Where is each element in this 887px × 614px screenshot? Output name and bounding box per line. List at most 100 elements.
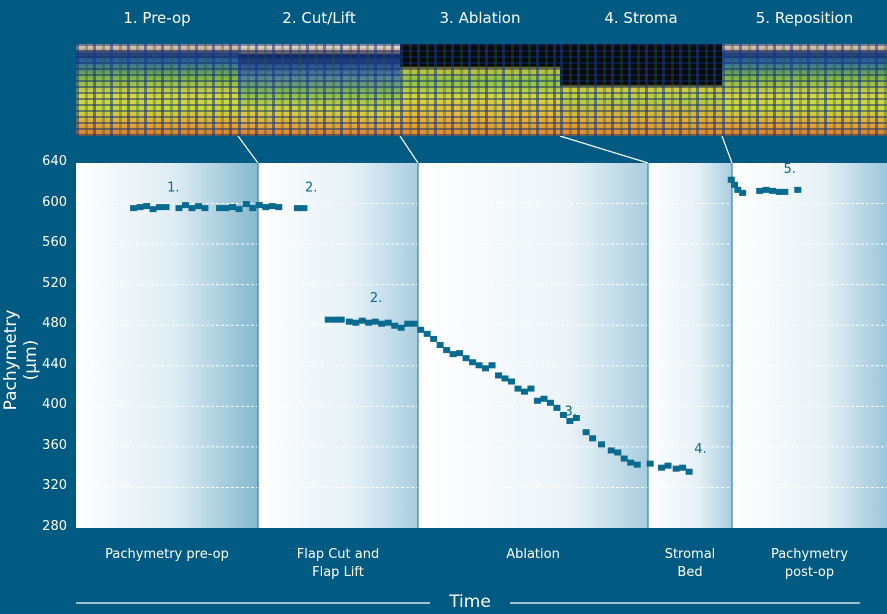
plot-panels [76,163,887,528]
y-tick-label: 480 [42,316,67,332]
oct-thumbnail-5 [722,44,887,136]
thumbnail-connector [721,135,733,164]
data-point [731,181,739,188]
point-annotation: 2. [305,180,317,195]
data-point [449,351,457,358]
data-point [194,203,202,210]
data-point [794,186,802,193]
data-point [397,324,405,331]
oct-thumbnail-3 [400,44,560,136]
stage-panel-1 [76,163,258,528]
data-points [130,176,802,475]
y-tick-label: 640 [42,154,67,169]
data-point [739,189,747,196]
data-point [222,205,230,212]
y-tick-label: 520 [42,275,67,291]
y-tick-label: 360 [42,437,67,453]
data-point [572,415,580,421]
data-point [181,202,189,209]
data-point [501,375,509,382]
data-point [430,335,438,342]
data-point [633,461,641,468]
data-point [331,316,339,323]
y-axis-label: Pachymetry (µm) [1,309,41,411]
data-point [679,464,687,471]
data-point [553,404,561,411]
data-point [672,465,680,472]
data-point [508,378,516,385]
data-point [614,449,622,456]
y-tick-label: 440 [42,356,67,372]
data-point [255,202,263,209]
stage-panel-2 [258,163,418,528]
data-point [627,459,635,466]
data-point [268,203,276,210]
x-axis-label: Time [430,592,510,612]
data-point [358,317,366,324]
data-point [566,418,574,425]
point-annotation: 2. [370,291,382,306]
data-point [781,188,789,195]
data-point [482,365,490,372]
data-point [188,205,196,212]
data-point [520,388,528,395]
data-point [456,350,464,357]
stage-footer-2: Flap Cut and Flap Lift [258,546,418,582]
data-point [582,429,590,436]
thumbnail-connectors [237,135,733,164]
stage-header-5: 5. Reposition [755,9,854,27]
data-point [514,385,522,392]
y-tick-label: 320 [42,478,67,494]
data-point [462,355,470,362]
data-point [756,187,764,194]
data-point [598,441,606,448]
point-annotation: 4. [694,442,706,457]
thumbnail-connector [559,135,649,164]
data-point [495,372,503,379]
data-point [365,319,373,326]
data-point [149,206,157,213]
point-annotation: 3. [565,404,577,419]
data-point [410,320,418,327]
data-point [391,322,399,329]
stage-footer-4: Stromal Bed [648,546,732,582]
data-point [162,204,170,211]
thumbnail-connector [237,135,259,164]
point-annotations: 1. 2. 2. 3. 4. 5. [167,162,796,457]
data-point [589,435,597,442]
data-point [658,464,666,471]
data-point [201,205,209,212]
data-point [371,318,379,325]
data-point [345,318,353,325]
y-tick-label: 280 [42,519,67,534]
stage-footer-5: Pachymetry post-op [732,546,887,582]
data-point [685,468,693,475]
stage-panel-5 [732,163,887,528]
data-point [378,320,386,327]
data-point [235,206,243,213]
data-point [417,326,425,333]
stage-footer-1: Pachymetry pre-op [76,546,258,564]
data-point [175,205,183,212]
stage-header-2: 2. Cut/Lift [282,9,356,27]
y-tick-label: 600 [42,194,67,210]
stage-header-3: 3. Ablation [439,9,521,27]
stage-footer-line: Bed [677,565,703,580]
data-point [475,362,483,369]
stage-footer-line: Stromal [664,547,716,562]
stage-dividers [257,163,733,528]
stage-panel-3 [418,163,648,528]
oct-thumbnail-2 [238,44,400,136]
data-point [275,204,283,211]
stage-footer-line: Pachymetry pre-op [105,547,229,562]
data-point [324,316,332,323]
y-tick-label: 560 [42,235,67,251]
oct-thumbnail-1 [76,44,238,136]
stage-footer-line: Pachymetry [770,547,849,562]
data-point [337,316,345,323]
point-annotation: 1. [167,180,179,195]
data-point [533,397,541,404]
stage-footer-line: Flap Cut and [296,547,380,562]
data-point [436,342,444,348]
